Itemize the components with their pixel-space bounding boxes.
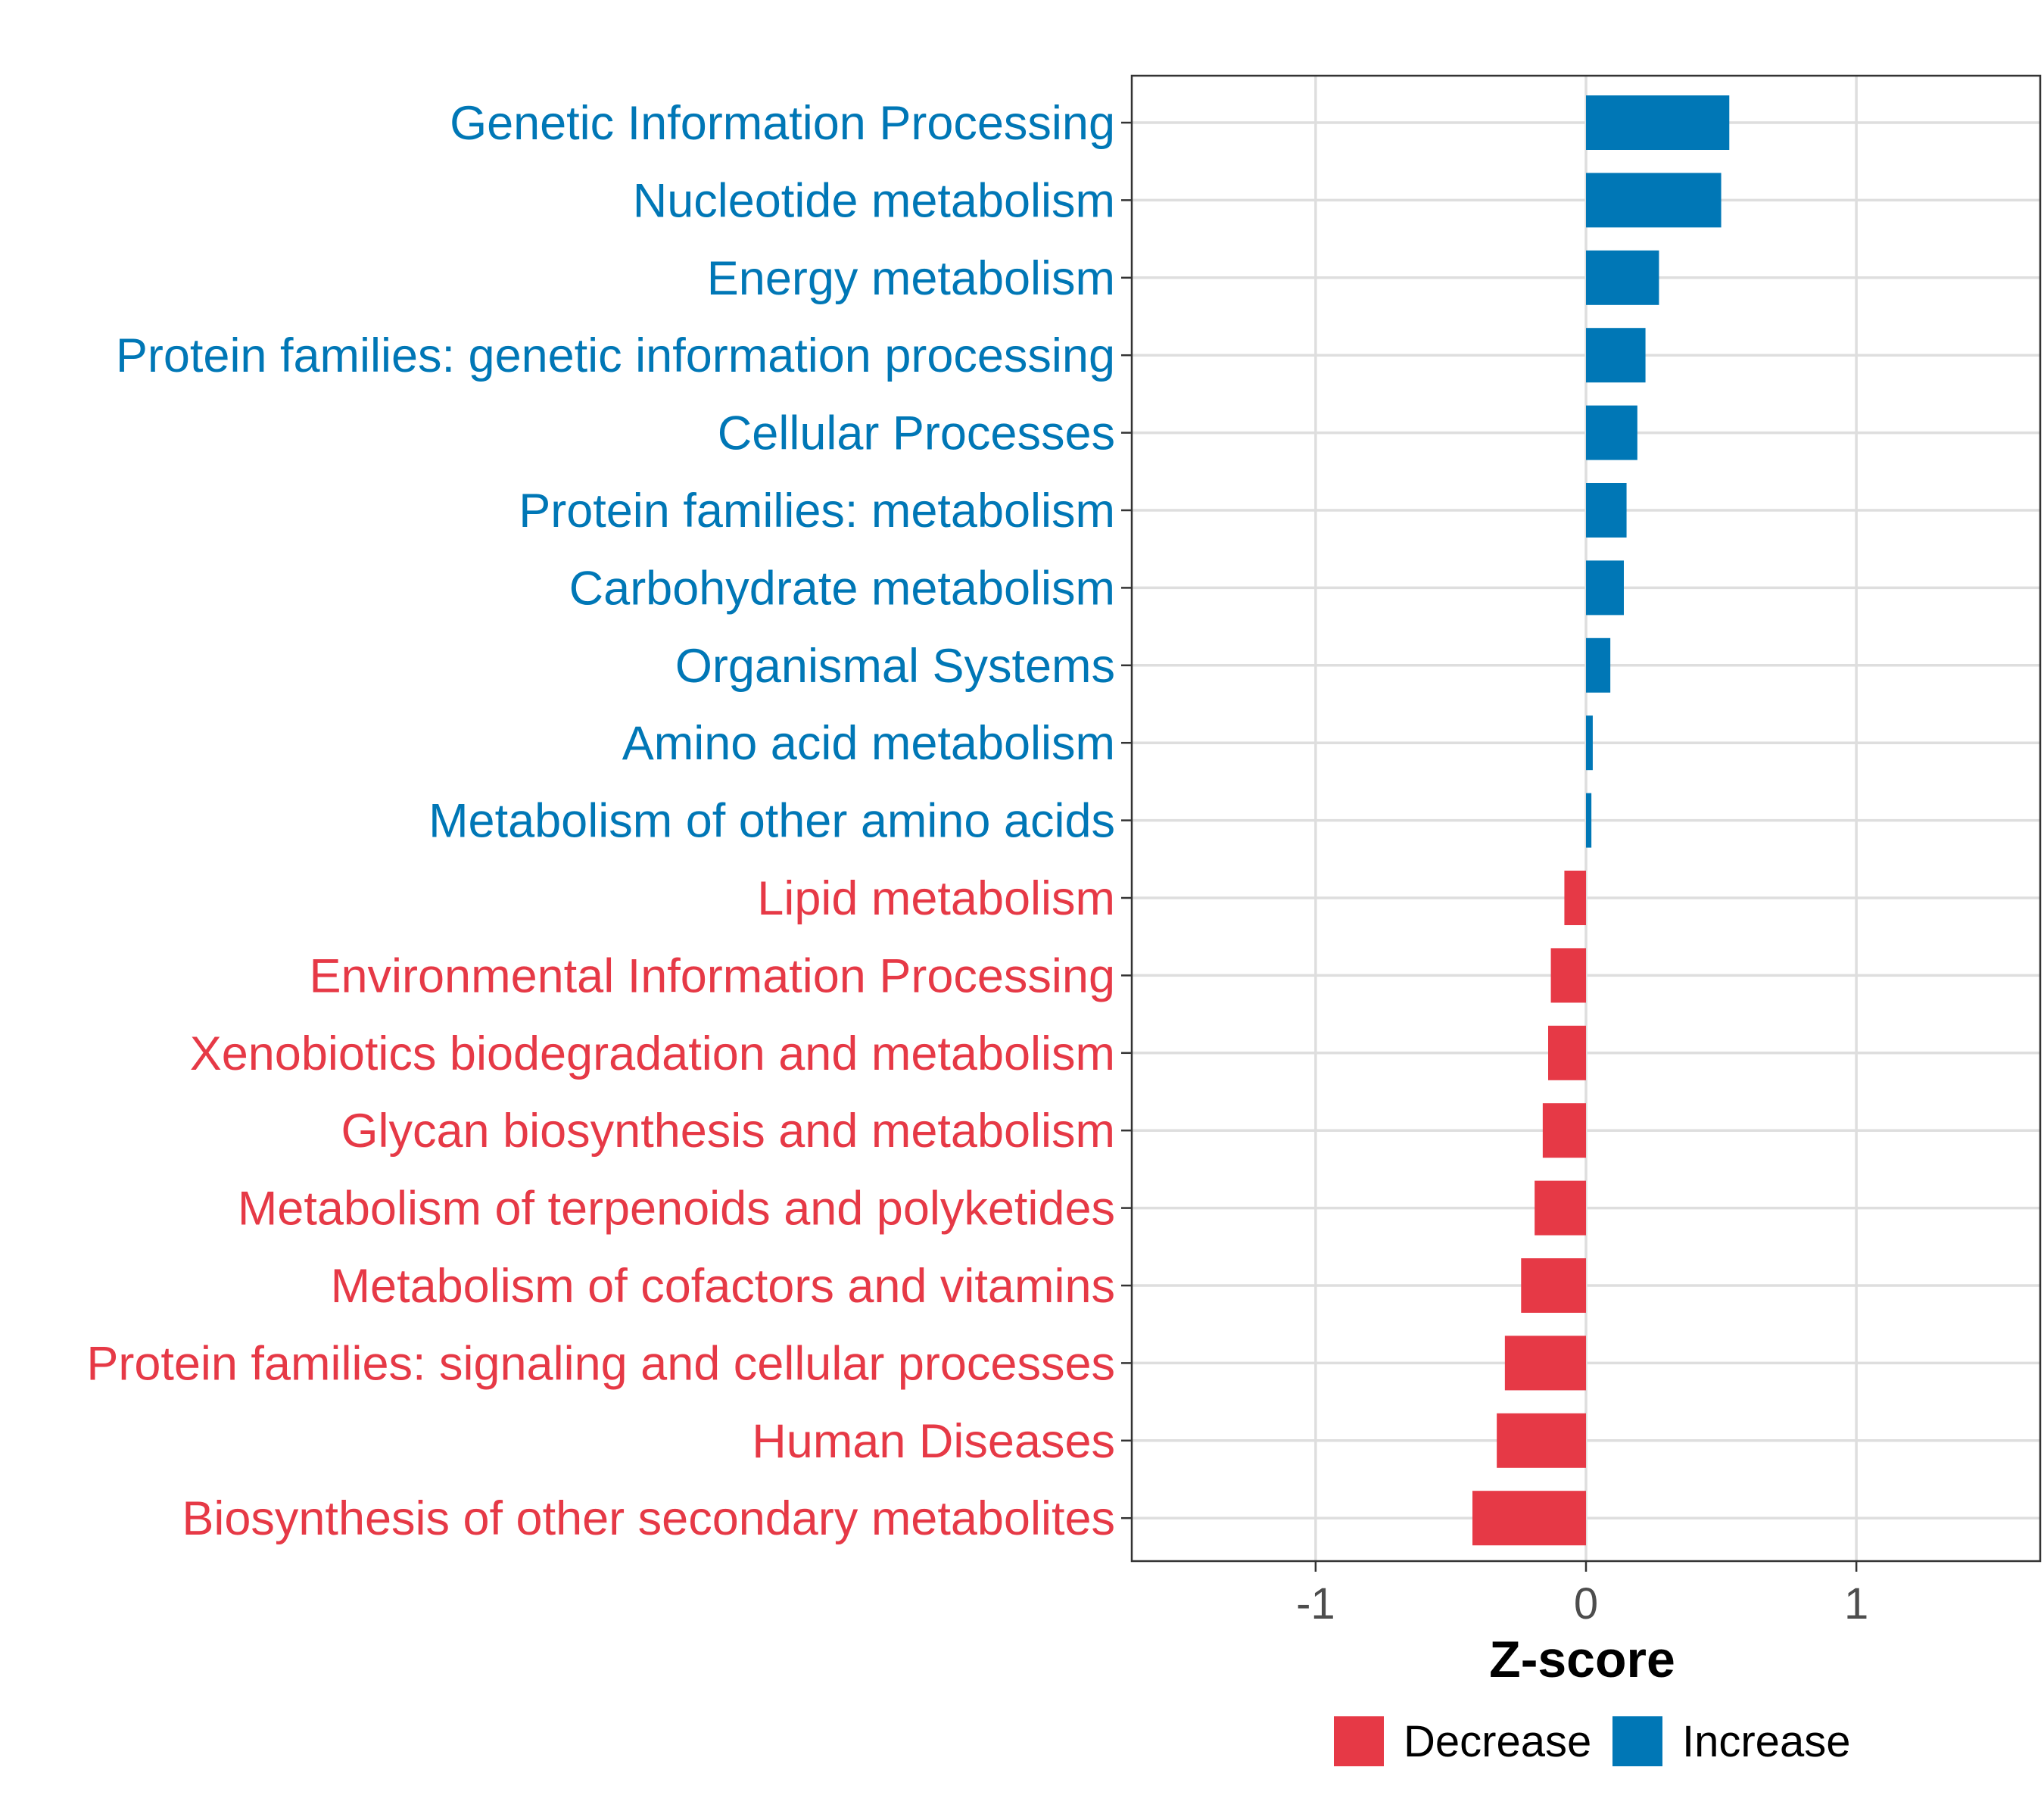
category-label: Xenobiotics biodegradation and metabolis… bbox=[190, 1027, 1115, 1080]
category-label: Protein families: metabolism bbox=[519, 485, 1115, 538]
bar-increase bbox=[1586, 173, 1722, 228]
x-axis-title: Z-score bbox=[1489, 1631, 1675, 1688]
category-label: Genetic Information Processing bbox=[450, 97, 1115, 150]
bar-decrease bbox=[1550, 948, 1586, 1003]
x-tick-label: 1 bbox=[1844, 1579, 1868, 1628]
legend: Decrease Increase bbox=[1334, 1716, 1850, 1766]
category-label: Protein families: genetic information pr… bbox=[116, 329, 1115, 382]
legend-swatch-decrease bbox=[1334, 1716, 1384, 1766]
category-label: Human Diseases bbox=[752, 1415, 1115, 1468]
bar-increase bbox=[1586, 95, 1730, 150]
category-label: Organismal Systems bbox=[675, 640, 1115, 693]
bar-decrease bbox=[1548, 1025, 1586, 1080]
x-tick-label: -1 bbox=[1296, 1579, 1335, 1628]
bar-increase bbox=[1586, 250, 1659, 305]
bar-increase bbox=[1586, 637, 1611, 693]
category-label: Energy metabolism bbox=[707, 252, 1115, 305]
bar-decrease bbox=[1504, 1335, 1586, 1391]
bar-increase bbox=[1586, 405, 1637, 460]
category-label: Lipid metabolism bbox=[757, 872, 1115, 925]
category-label: Metabolism of terpenoids and polyketides bbox=[238, 1183, 1115, 1236]
category-label: Amino acid metabolism bbox=[622, 717, 1115, 770]
bar-decrease bbox=[1497, 1413, 1586, 1468]
category-label: Metabolism of other amino acids bbox=[428, 795, 1115, 848]
bar-decrease bbox=[1542, 1103, 1586, 1158]
legend-swatch-increase bbox=[1612, 1716, 1662, 1766]
category-label: Metabolism of cofactors and vitamins bbox=[331, 1260, 1115, 1313]
bar-increase bbox=[1586, 483, 1627, 538]
category-label: Biosynthesis of other secondary metaboli… bbox=[182, 1492, 1115, 1545]
bar-increase bbox=[1586, 793, 1592, 848]
category-label: Carbohydrate metabolism bbox=[569, 562, 1115, 615]
bar-increase bbox=[1586, 560, 1624, 616]
category-label: Glycan biosynthesis and metabolism bbox=[341, 1105, 1116, 1158]
x-tick-label: 0 bbox=[1574, 1579, 1598, 1628]
bar-decrease bbox=[1564, 871, 1586, 925]
bar-decrease bbox=[1521, 1258, 1586, 1313]
bars bbox=[1472, 95, 1730, 1546]
category-label: Environmental Information Processing bbox=[309, 949, 1115, 1002]
category-label: Protein families: signaling and cellular… bbox=[86, 1337, 1115, 1390]
category-labels: Genetic Information Processing Nucleotide… bbox=[86, 97, 1115, 1545]
category-label: Cellular Processes bbox=[718, 407, 1115, 460]
category-label: Nucleotide metabolism bbox=[633, 174, 1115, 227]
legend-label-decrease: Decrease bbox=[1404, 1717, 1591, 1766]
bar-increase bbox=[1586, 328, 1646, 383]
x-axis-ticks: -1 0 1 bbox=[1121, 121, 1868, 1628]
bar-increase bbox=[1586, 715, 1593, 771]
bar-decrease bbox=[1472, 1491, 1586, 1546]
bar-decrease bbox=[1535, 1180, 1586, 1236]
legend-label-increase: Increase bbox=[1682, 1717, 1850, 1766]
